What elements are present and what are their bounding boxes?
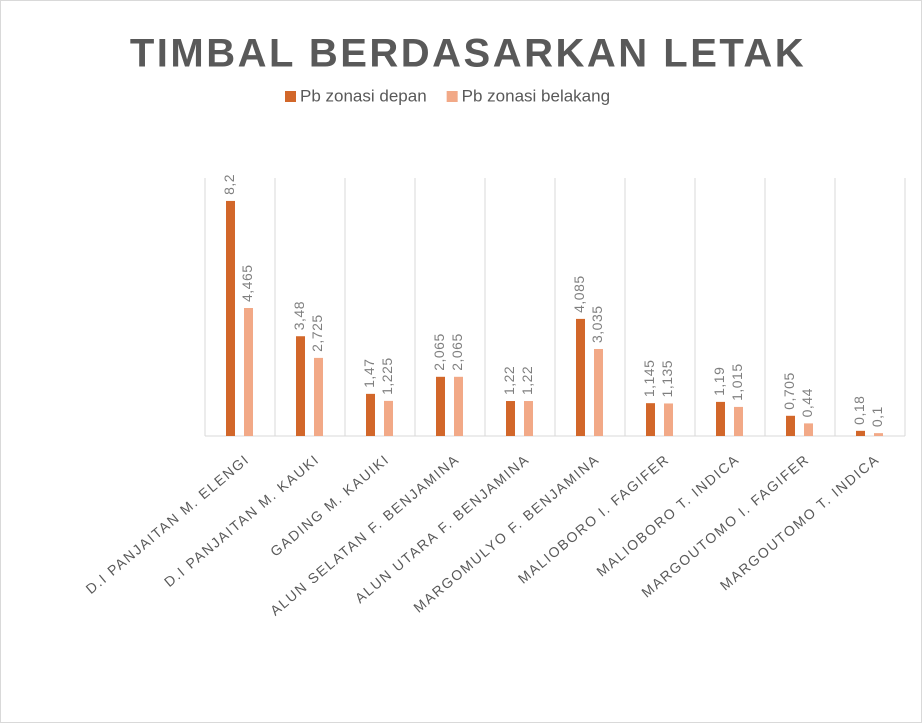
- value-label: 2,725: [309, 314, 325, 352]
- value-label: 0,44: [799, 388, 815, 417]
- bar: [716, 401, 725, 436]
- bar: [874, 433, 883, 436]
- value-label: 3,48: [291, 301, 307, 330]
- value-label: 1,135: [659, 360, 675, 398]
- bar: [786, 415, 795, 436]
- bar: [244, 308, 253, 436]
- bar: [226, 200, 235, 436]
- bar: [384, 400, 393, 436]
- bar: [576, 318, 585, 436]
- bar: [524, 401, 533, 436]
- bar: [454, 376, 463, 436]
- bar: [314, 357, 323, 436]
- legend-swatch: [446, 91, 458, 102]
- bar: [646, 403, 655, 436]
- bar: [436, 376, 445, 436]
- bar: [366, 393, 375, 436]
- chart-title: TIMBAL BERDASARKAN LETAK: [130, 32, 806, 76]
- bar: [856, 430, 865, 436]
- value-label: 1,015: [729, 363, 745, 401]
- bar: [804, 423, 813, 436]
- value-label: 2,065: [431, 333, 447, 371]
- value-label: 0,705: [781, 372, 797, 410]
- value-label: 4,465: [239, 264, 255, 302]
- value-label: 3,035: [589, 305, 605, 343]
- bar: [594, 348, 603, 436]
- value-label: 1,19: [711, 367, 727, 396]
- bar: [664, 403, 673, 436]
- value-label: 2,065: [449, 333, 465, 371]
- legend-label: Pb zonasi depan: [300, 86, 427, 105]
- legend-label: Pb zonasi belakang: [462, 86, 610, 105]
- legend-swatch: [285, 91, 296, 102]
- bar: [506, 401, 515, 436]
- value-label: 1,47: [361, 359, 377, 388]
- value-label: 1,22: [501, 366, 517, 395]
- value-label: 0,1: [869, 406, 885, 427]
- value-label: 8,2: [221, 174, 237, 195]
- value-label: 1,225: [379, 357, 395, 395]
- value-label: 4,085: [571, 275, 587, 313]
- bar: [734, 406, 743, 436]
- value-label: 1,145: [641, 360, 657, 398]
- value-label: 1,22: [519, 366, 535, 395]
- bar: [296, 336, 305, 436]
- value-label: 0,18: [851, 396, 867, 425]
